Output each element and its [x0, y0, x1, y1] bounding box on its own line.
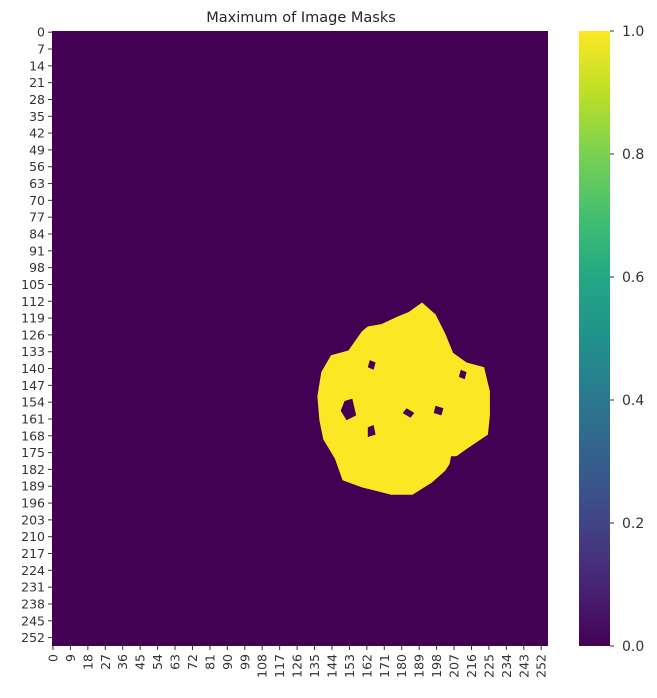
x-tick-label: 108: [255, 654, 270, 678]
y-tick-label: 154: [21, 395, 45, 410]
x-tick-label: 153: [342, 654, 357, 678]
x-tick-label: 135: [307, 654, 322, 678]
mask-blob: [317, 302, 490, 495]
y-tick-label: 210: [21, 529, 45, 544]
y-tick-label: 147: [21, 378, 45, 393]
mask-hole: [340, 398, 357, 421]
colorbar: [579, 31, 610, 646]
y-tick-label: 35: [29, 109, 45, 124]
y-tick-label: 84: [29, 226, 45, 241]
mask-hole: [367, 360, 376, 370]
y-tick-label: 217: [21, 546, 45, 561]
y-tick-label: 56: [29, 159, 45, 174]
colorbar-tick-label: 0.0: [622, 639, 644, 655]
y-tick-label: 140: [21, 361, 45, 376]
y-tick-label: 203: [21, 512, 45, 527]
y-tick-label: 28: [29, 92, 45, 107]
x-axis-ticks: 0 9 18 27 36 45 54 63 72 81 90 99 108 117 126 135 144 153…: [45, 646, 549, 678]
y-tick-label: 63: [29, 176, 45, 191]
y-tick-label: 231: [21, 580, 45, 595]
x-tick-label: 207: [447, 654, 462, 678]
colorbar-tick-label: 0.6: [622, 270, 644, 286]
mask-hole: [433, 405, 444, 416]
x-tick-label: 36: [115, 654, 130, 670]
x-tick-label: 144: [324, 654, 339, 678]
x-tick-label: 117: [272, 654, 287, 678]
y-tick-label: 112: [21, 294, 45, 309]
x-tick-label: 90: [220, 654, 235, 670]
y-tick-label: 175: [21, 445, 45, 460]
x-tick-label: 234: [499, 654, 514, 678]
y-tick-label: 252: [21, 630, 45, 645]
x-tick-label: 54: [150, 654, 165, 670]
x-tick-label: 180: [394, 654, 409, 678]
y-tick-label: 98: [29, 260, 45, 275]
x-tick-label: 63: [168, 654, 183, 670]
chart-title: Maximum of Image Masks: [206, 10, 396, 26]
mask-hole: [458, 369, 467, 380]
y-tick-label: 119: [21, 311, 45, 326]
y-tick-label: 42: [29, 126, 45, 141]
y-tick-label: 133: [21, 344, 45, 359]
mask-hole: [402, 408, 415, 418]
mask-region: [317, 302, 490, 495]
x-tick-label: 0: [45, 654, 60, 662]
x-tick-label: 225: [481, 654, 496, 678]
y-tick-label: 224: [21, 563, 45, 578]
x-tick-label: 171: [377, 654, 392, 678]
y-tick-label: 77: [29, 210, 45, 225]
x-tick-label: 126: [290, 654, 305, 678]
y-tick-label: 7: [37, 42, 45, 57]
colorbar-tick-label: 0.8: [622, 147, 644, 163]
x-tick-label: 216: [464, 654, 479, 678]
colorbar-tick-label: 1.0: [622, 24, 644, 40]
x-tick-label: 72: [185, 654, 200, 670]
y-tick-label: 14: [29, 58, 45, 73]
x-tick-label: 99: [237, 654, 252, 670]
x-tick-label: 189: [412, 654, 427, 678]
x-tick-label: 45: [133, 654, 148, 670]
y-tick-label: 91: [29, 243, 45, 258]
x-tick-label: 243: [516, 654, 531, 678]
mask-hole: [449, 456, 459, 466]
y-tick-label: 196: [21, 496, 45, 511]
x-tick-label: 252: [534, 654, 549, 678]
colorbar-ticks: 0.0 0.2 0.4 0.6 0.8 1.0: [610, 24, 644, 655]
x-tick-label: 18: [80, 654, 95, 670]
y-tick-label: 168: [21, 428, 45, 443]
x-tick-label: 81: [202, 654, 217, 670]
y-tick-label: 49: [29, 142, 45, 157]
y-tick-label: 105: [21, 277, 45, 292]
y-tick-label: 238: [21, 596, 45, 611]
y-tick-label: 0: [37, 25, 45, 40]
y-tick-label: 182: [21, 462, 45, 477]
x-tick-label: 162: [359, 654, 374, 678]
y-tick-label: 245: [21, 613, 45, 628]
y-tick-label: 126: [21, 327, 45, 342]
x-tick-label: 198: [429, 654, 444, 678]
y-tick-label: 161: [21, 411, 45, 426]
heatmap-background: [52, 31, 548, 646]
colorbar-tick-label: 0.2: [622, 516, 644, 532]
y-tick-label: 189: [21, 479, 45, 494]
x-tick-label: 27: [98, 654, 113, 670]
y-tick-label: 70: [29, 193, 45, 208]
x-tick-label: 9: [63, 654, 78, 662]
mask-hole: [367, 425, 376, 437]
y-tick-label: 21: [29, 75, 45, 90]
colorbar-tick-label: 0.4: [622, 393, 644, 409]
